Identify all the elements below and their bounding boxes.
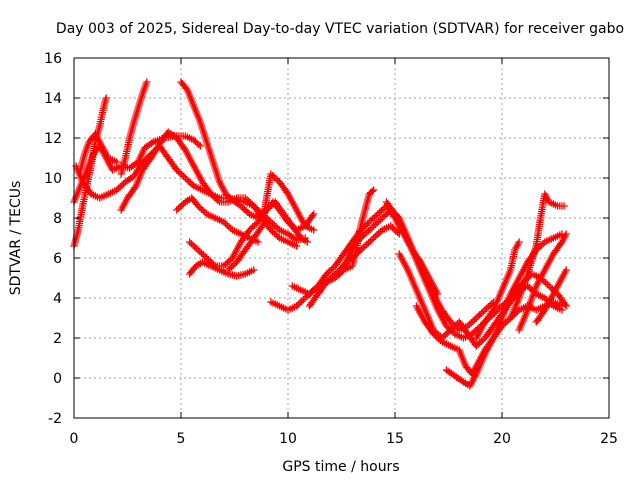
series-10-plus-markers [185,258,258,280]
series-6-marks [76,130,121,174]
y-tick-label: 10 [44,171,62,187]
y-tick-label: 8 [53,211,62,227]
series-6-plus-markers [76,130,121,174]
series-7-marks [173,194,262,246]
y-tick-label: 6 [53,251,62,267]
series-23-plus-markers [532,266,570,326]
series-19-marks [442,230,566,390]
axis-ticks [73,57,610,419]
y-axis-label: SDTVAR / TECUs [8,181,24,296]
tick-labels: 0 5 10 15 20 25 -2 0 2 4 6 8 10 12 14 16 [44,51,618,447]
series-21-plus-markers [506,190,568,322]
plot-frame [73,57,610,419]
series-5-marks [117,78,151,178]
series-7-plus-markers [173,194,262,246]
series-22-marks [515,230,570,334]
data-marks [70,78,570,390]
series-23-marks [532,266,570,326]
y-tick-label: -2 [48,411,62,427]
series-22-plus-markers [515,230,570,334]
y-tick-label: 14 [44,91,62,107]
series-4-plus-markers [117,128,301,250]
series-10-marks [185,258,258,280]
x-tick-label: 25 [600,431,618,447]
x-tick-label: 20 [493,431,511,447]
grid-lines [74,58,609,418]
x-tick-label: 0 [70,431,79,447]
y-tick-label: 4 [53,291,62,307]
series-5-plus-markers [117,78,151,178]
series-20-marks [472,238,523,342]
x-axis-label: GPS time / hours [282,459,399,475]
y-tick-label: 0 [53,371,62,387]
y-tick-label: 12 [44,131,62,147]
series-11-plus-markers [224,170,318,274]
series-19-plus-markers [442,230,566,390]
series-9-marks [185,198,311,270]
series-21-marks [506,190,568,322]
y-tick-label: 2 [53,331,62,347]
x-tick-label: 5 [177,431,186,447]
series-4-marks [117,128,301,250]
series-9-plus-markers [185,198,311,270]
x-tick-label: 15 [386,431,404,447]
x-tick-label: 10 [279,431,297,447]
chart-title: Day 003 of 2025, Sidereal Day-to-day VTE… [56,21,624,37]
series-20-plus-markers [472,238,523,342]
series-11-marks [224,170,318,274]
y-tick-label: 16 [44,51,62,67]
